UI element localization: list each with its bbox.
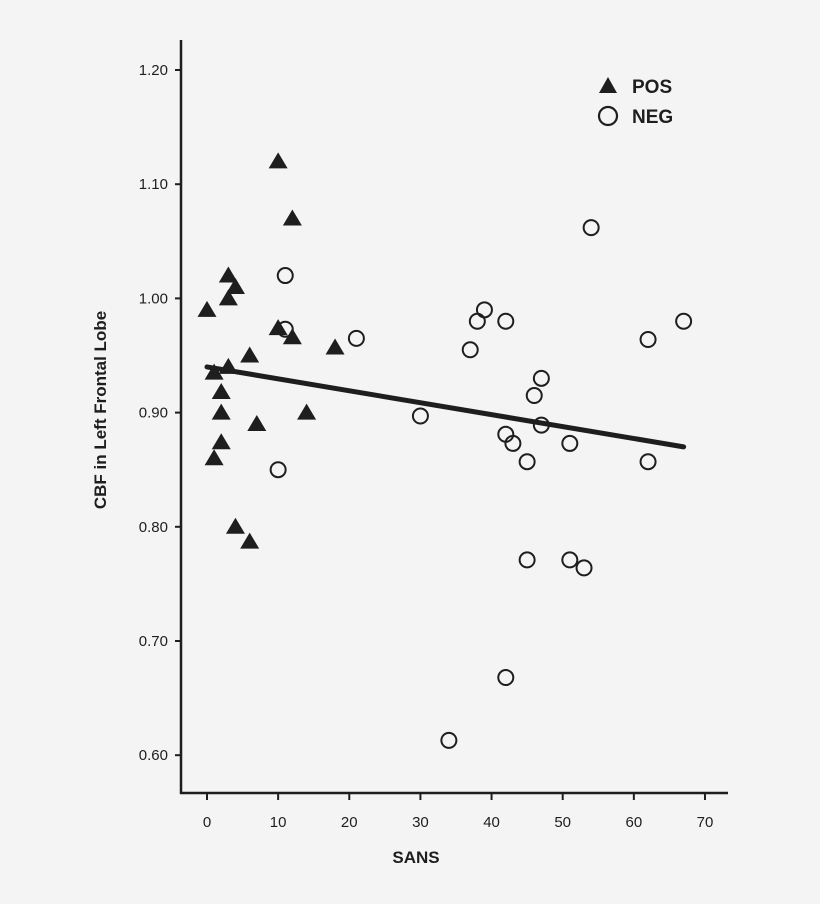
x-axis-label: SANS [392,848,439,867]
neg-point [497,669,515,687]
neg-point [497,312,515,330]
x-tick-label: 30 [412,814,429,831]
neg-point [461,341,479,359]
pos-point [225,517,245,534]
pos-point [225,277,245,294]
y-tick-label: 1.20 [139,62,168,79]
neg-point [411,407,429,425]
neg-point [276,267,294,285]
pos-point [218,357,238,374]
neg-point [269,461,287,479]
legend-pos-triangle-icon [599,77,617,93]
neg-point [440,731,458,749]
neg-point [639,331,657,349]
legend-neg-label: NEG [632,107,673,128]
regression-line [204,364,687,450]
neg-point [561,551,579,569]
pos-point [211,403,231,420]
pos-point [325,338,345,355]
x-tick-label: 40 [483,814,500,831]
neg-point [582,219,600,237]
legend-pos-label: POS [632,77,672,98]
y-axis-label: CBF in Left Frontal Lobe [91,311,110,509]
x-tick-label: 60 [625,814,642,831]
y-tick-label: 1.00 [139,290,168,307]
neg-point [504,434,522,452]
neg-point [532,416,550,434]
pos-point [247,415,267,432]
neg-point [561,434,579,452]
pos-point [218,289,238,306]
pos-point [218,266,238,283]
legend: POS NEG [597,77,673,128]
x-tick-label: 50 [554,814,571,831]
legend-neg-circle-icon [597,105,619,127]
pos-point [211,433,231,450]
pos-point [282,209,302,226]
pos-point [204,363,224,380]
x-tick-label: 0 [203,814,211,831]
pos-point [268,319,288,336]
y-tick-label: 0.70 [139,633,168,650]
neg-point [518,551,536,569]
pos-point [268,152,288,169]
pos-point [204,449,224,466]
pos-point [211,383,231,400]
pos-point [282,328,302,345]
neg-point [475,301,493,319]
neg-point [639,453,657,471]
neg-point [532,369,550,387]
y-tick-label: 1.10 [139,176,168,193]
pos-point [297,403,317,420]
y-tick-label: 0.80 [139,519,168,536]
neg-point [675,312,693,330]
x-tick-label: 70 [697,814,714,831]
x-tick-label: 10 [270,814,287,831]
pos-point [240,346,260,363]
y-tick-label: 0.60 [139,747,168,764]
y-tick-label: 0.90 [139,405,168,422]
neg-point [347,329,365,347]
neg-point [575,559,593,577]
neg-point [518,453,536,471]
neg-point [468,312,486,330]
x-tick-label: 20 [341,814,358,831]
pos-point [240,532,260,549]
pos-point [197,300,217,317]
neg-point [525,386,543,404]
